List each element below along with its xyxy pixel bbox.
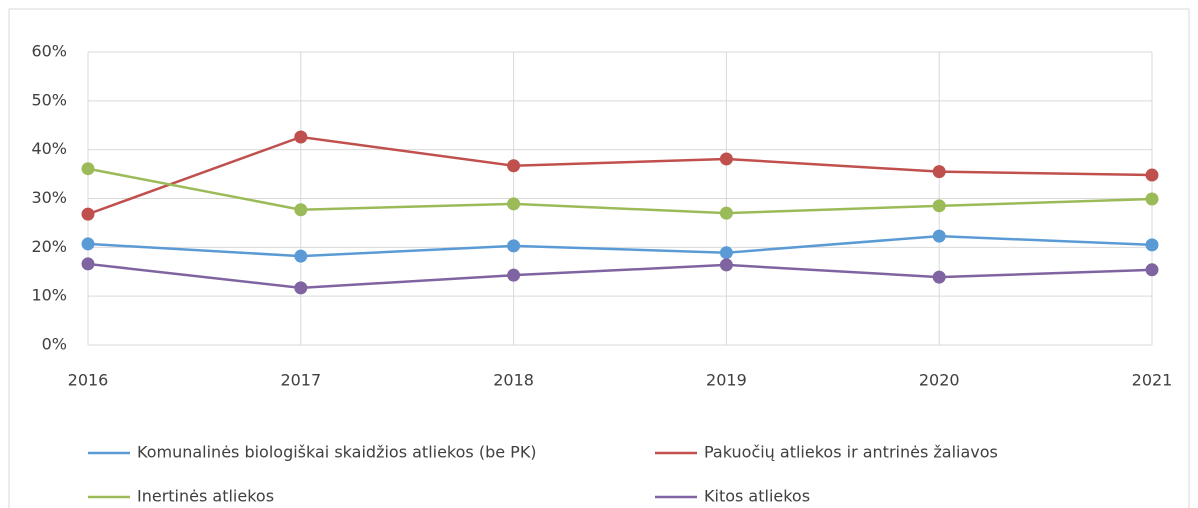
series-line bbox=[87, 135, 1153, 216]
data-point bbox=[81, 257, 95, 271]
data-point bbox=[932, 199, 946, 213]
legend-label: Inertinės atliekos bbox=[137, 487, 274, 506]
data-point bbox=[719, 258, 733, 272]
data-point bbox=[719, 206, 733, 220]
y-tick-label: 10% bbox=[31, 286, 67, 305]
series-line bbox=[87, 234, 1153, 258]
data-point bbox=[1145, 192, 1159, 206]
y-tick-label: 50% bbox=[31, 90, 67, 109]
data-point bbox=[507, 239, 521, 253]
data-point bbox=[719, 152, 733, 166]
x-tick-label: 2016 bbox=[68, 371, 109, 390]
y-tick-label: 30% bbox=[31, 188, 67, 207]
x-tick-label: 2021 bbox=[1132, 371, 1173, 390]
series-line bbox=[87, 262, 1153, 290]
y-tick-label: 40% bbox=[31, 139, 67, 158]
data-point bbox=[294, 130, 308, 144]
data-point bbox=[81, 162, 95, 176]
x-tick-label: 2017 bbox=[280, 371, 321, 390]
y-tick-label: 60% bbox=[31, 42, 67, 61]
x-tick-label: 2019 bbox=[706, 371, 747, 390]
series-line bbox=[87, 167, 1153, 215]
data-point bbox=[932, 270, 946, 284]
data-point bbox=[1145, 168, 1159, 182]
data-point bbox=[1145, 238, 1159, 252]
data-point bbox=[294, 249, 308, 263]
data-point bbox=[932, 229, 946, 243]
data-point bbox=[507, 197, 521, 211]
y-tick-label: 20% bbox=[31, 237, 67, 256]
data-point bbox=[294, 203, 308, 217]
data-point bbox=[507, 159, 521, 173]
legend-label: Pakuočių atliekos ir antrinės žaliavos bbox=[704, 443, 998, 462]
data-point bbox=[719, 246, 733, 260]
data-point bbox=[932, 165, 946, 179]
data-point bbox=[81, 237, 95, 251]
data-point bbox=[507, 268, 521, 282]
y-tick-label: 0% bbox=[42, 335, 67, 354]
x-tick-label: 2020 bbox=[919, 371, 960, 390]
data-point bbox=[81, 207, 95, 221]
x-tick-label: 2018 bbox=[493, 371, 534, 390]
legend-label: Komunalinės biologiškai skaidžios atliek… bbox=[137, 443, 537, 462]
data-point bbox=[1145, 263, 1159, 277]
chart-frame bbox=[8, 8, 1190, 508]
legend-label: Kitos atliekos bbox=[704, 487, 810, 506]
data-point bbox=[294, 281, 308, 295]
